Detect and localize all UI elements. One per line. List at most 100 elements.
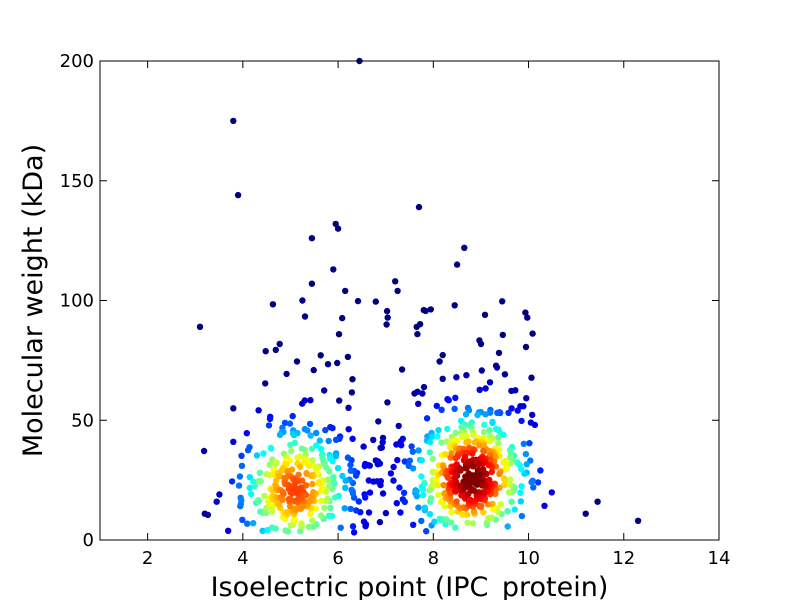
data-point: [634, 517, 642, 524]
data-point: [374, 461, 381, 468]
data-point: [238, 497, 245, 504]
data-point: [308, 492, 316, 500]
data-point: [422, 307, 429, 315]
data-point: [452, 524, 459, 531]
data-point: [225, 527, 232, 534]
data-point: [288, 447, 295, 455]
data-point: [332, 436, 340, 443]
data-point: [334, 464, 342, 472]
data-point: [529, 330, 536, 337]
data-point: [280, 490, 287, 498]
data-point: [238, 452, 245, 459]
data-point: [298, 520, 305, 527]
data-point: [360, 518, 368, 525]
data-point: [415, 400, 422, 407]
data-point: [276, 431, 284, 438]
data-point: [418, 473, 425, 480]
data-point: [421, 479, 428, 487]
data-point: [395, 422, 402, 430]
data-point: [281, 419, 289, 426]
data-point: [268, 503, 276, 510]
data-point: [271, 460, 279, 468]
data-point: [414, 330, 421, 338]
data-point: [518, 417, 525, 425]
data-point: [261, 492, 268, 500]
data-point: [317, 488, 324, 495]
data-point: [451, 405, 458, 412]
data-point: [325, 512, 333, 519]
data-point: [413, 488, 420, 495]
data-point: [439, 351, 446, 359]
data-point: [347, 505, 354, 513]
data-point: [269, 301, 277, 308]
data-point: [413, 323, 420, 331]
data-point: [305, 497, 312, 505]
data-point: [204, 511, 212, 519]
data-point: [315, 471, 323, 479]
data-point: [349, 523, 357, 530]
data-point: [317, 445, 325, 453]
data-point: [247, 490, 255, 498]
data-point: [282, 527, 289, 534]
data-point: [394, 456, 401, 464]
data-point: [398, 366, 406, 373]
data-point: [332, 220, 339, 228]
data-point: [336, 397, 343, 404]
data-point: [480, 509, 487, 516]
data-point: [361, 491, 368, 498]
data-point: [524, 314, 531, 321]
data-point: [196, 323, 204, 330]
data-point: [433, 402, 440, 410]
data-point: [476, 442, 483, 449]
data-point: [398, 442, 405, 449]
data-point: [255, 498, 263, 505]
data-point: [345, 404, 352, 411]
data-point: [409, 465, 417, 472]
data-point: [259, 527, 266, 534]
data-point: [262, 509, 269, 517]
data-point: [308, 445, 316, 453]
x-axis-title: Isoelectric point (IPC_protein): [211, 572, 609, 600]
data-point: [316, 437, 324, 444]
data-point: [481, 311, 489, 318]
data-point: [291, 485, 299, 493]
data-point: [309, 480, 316, 488]
data-point: [415, 504, 422, 511]
data-point: [415, 447, 422, 454]
data-point: [501, 481, 508, 488]
data-point: [287, 495, 294, 503]
data-point: [548, 489, 555, 496]
data-point: [384, 399, 391, 406]
data-point: [276, 340, 283, 348]
data-point: [318, 497, 325, 505]
data-point: [303, 470, 310, 477]
data-point: [383, 307, 391, 315]
data-point: [423, 415, 431, 422]
data-point: [246, 484, 253, 491]
data-point: [347, 467, 354, 474]
data-point: [594, 498, 601, 505]
data-point: [480, 428, 488, 436]
data-point: [279, 496, 286, 503]
data-point: [268, 445, 275, 452]
data-point: [230, 438, 237, 445]
data-point: [315, 480, 323, 487]
data-point: [379, 490, 387, 497]
data-point: [372, 298, 379, 305]
data-point: [272, 346, 279, 354]
data-point: [489, 419, 496, 427]
data-point: [293, 358, 301, 365]
data-point: [392, 278, 399, 285]
data-point: [394, 287, 401, 295]
data-point: [421, 504, 428, 511]
data-point: [452, 429, 460, 436]
data-point: [384, 314, 391, 321]
data-point: [213, 498, 220, 505]
data-point: [408, 443, 415, 450]
data-point: [444, 425, 451, 433]
data-point: [436, 358, 443, 365]
data-point: [400, 489, 408, 497]
data-point: [427, 495, 435, 502]
data-point: [504, 508, 511, 515]
